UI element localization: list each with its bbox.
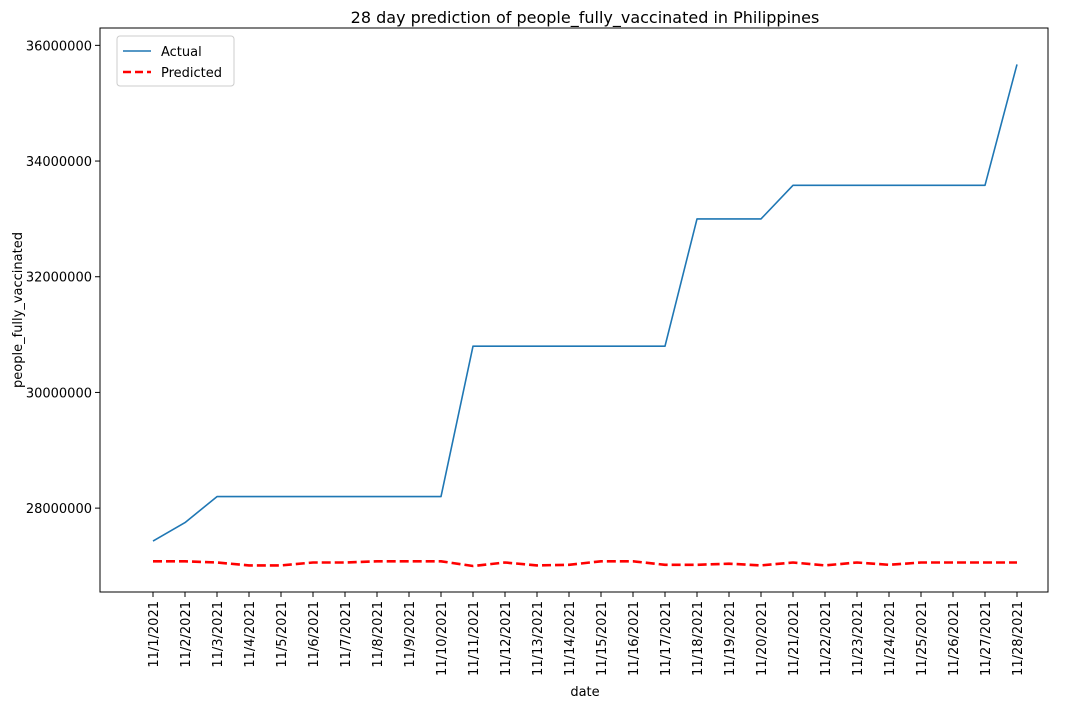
x-tick-label: 11/28/2021 [1011,601,1026,676]
y-tick-label: 34000000 [26,155,92,170]
x-tick-label: 11/25/2021 [915,601,930,676]
x-tick-label: 11/6/2021 [307,601,322,668]
x-tick-label: 11/7/2021 [339,601,354,668]
x-tick-label: 11/2/2021 [179,601,194,668]
x-tick-label: 11/1/2021 [147,601,162,668]
x-tick-label: 11/12/2021 [499,601,514,676]
y-axis-label: people_fully_vaccinated [11,232,26,388]
x-axis-label: date [570,685,599,700]
series-line-actual [152,64,1018,542]
x-tick-label: 11/5/2021 [275,601,290,668]
series-layer [152,64,1018,568]
x-tick-label: 11/8/2021 [371,601,386,668]
x-tick-label: 11/16/2021 [627,601,642,676]
x-tick-label: 11/27/2021 [979,601,994,676]
chart-title: 28 day prediction of people_fully_vaccin… [351,8,820,28]
x-tick-label: 11/24/2021 [883,601,898,676]
x-tick-label: 11/17/2021 [659,601,674,676]
x-tick-label: 11/9/2021 [403,601,418,668]
y-tick-label: 36000000 [26,39,92,54]
plot-area [99,27,1049,593]
x-tick-label: 11/18/2021 [691,601,706,676]
x-tick-label: 11/20/2021 [755,601,770,676]
x-tick-label: 11/15/2021 [595,601,610,676]
y-tick-label: 32000000 [26,271,92,286]
x-tick-label: 11/21/2021 [787,601,802,676]
y-tick-label: 28000000 [26,502,92,517]
legend: Actual Predicted [116,35,235,87]
x-tick-label: 11/4/2021 [243,601,258,668]
series-line-predicted [153,559,1017,568]
legend-box [116,35,235,87]
x-tick-label: 11/19/2021 [723,601,738,676]
x-axis: 11/1/2021 11/2/2021 11/3/2021 11/4/2021 11/5… [147,592,1026,676]
x-tick-label: 11/22/2021 [819,601,834,676]
legend-label-actual: Actual [161,45,202,60]
x-tick-label: 11/26/2021 [947,601,962,676]
legend-label-predicted: Predicted [161,66,222,81]
y-tick-label: 30000000 [26,386,92,401]
x-tick-label: 11/14/2021 [563,601,578,676]
x-tick-label: 11/13/2021 [531,601,546,676]
y-axis: 28000000 30000000 32000000 34000000 36000000 [26,39,100,517]
x-tick-label: 11/3/2021 [211,601,226,668]
x-tick-label: 11/10/2021 [435,601,450,676]
x-tick-label: 11/11/2021 [467,601,482,676]
x-tick-label: 11/23/2021 [851,601,866,676]
